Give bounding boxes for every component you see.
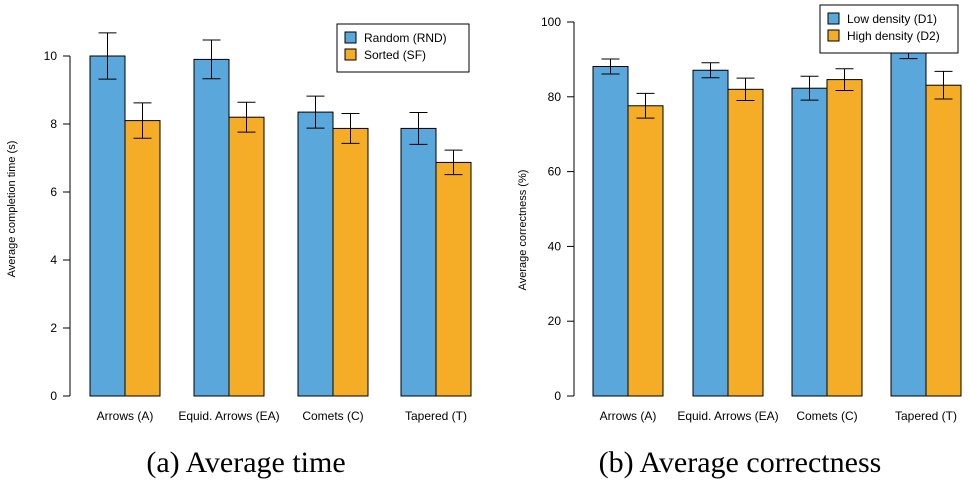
chart2-y-tick-label: 100 [541,15,561,29]
chart1-y-tick-label: 4 [50,253,57,267]
chart2-x-tick-label: Tapered (T) [895,409,957,423]
chart2-x-tick-label: Arrows (A) [600,409,657,423]
chart1-bar [435,161,472,397]
chart2-bar [592,66,629,397]
chart2-legend-label: Low density (D1) [847,12,937,26]
chart2-legend-swatch [827,12,840,25]
chart1-bar [228,116,265,397]
chart1-x-tick-label: Comets (C) [302,409,363,423]
chart1-x-tick-label: Tapered (T) [405,409,467,423]
chart2-bar [890,52,927,397]
chart1-x-tick-label: Equid. Arrows (EA) [178,409,279,423]
chart2-legend-label: High density (D2) [847,29,940,43]
chart1-y-axis-title: Average completion time (s) [6,141,18,278]
chart2-y-tick-label: 60 [548,165,562,179]
chart2-bar [692,69,729,397]
chart2-y-tick-label: 20 [548,314,562,328]
chart1-y-tick-label: 0 [50,389,57,403]
chart2-legend-swatch [827,29,840,42]
chart2-bar [727,88,764,397]
chart1-y-tick-label: 8 [50,117,57,131]
chart1-x-tick-label: Arrows (A) [97,409,154,423]
chart2-bar [925,84,962,397]
chart2-bar [826,79,863,397]
chart2-y-tick-label: 0 [554,389,561,403]
chart1-legend-swatch [344,48,357,61]
chart1-bar [193,58,230,397]
chart1-bar [332,127,369,397]
chart1-bar [400,127,437,397]
chart1-legend-swatch [344,31,357,44]
chart2-bar [627,105,664,397]
chart1-legend-box [336,23,470,73]
chart1-y-tick-label: 2 [50,321,57,335]
chart2-y-axis-title: Average correctness (%) [517,170,529,291]
chart2-caption: (b) Average correctness [599,446,882,479]
chart2-y-tick-label: 80 [548,90,562,104]
chart1-y-tick-label: 10 [44,49,58,63]
chart2-x-tick-label: Equid. Arrows (EA) [677,409,778,423]
chart1-bar [297,111,334,397]
chart1-bar [89,55,126,397]
chart1-caption: (a) Average time [146,446,345,479]
chart2-x-tick-label: Comets (C) [796,409,857,423]
chart1-legend-label: Random (RND) [364,31,447,45]
chart1-y-tick-label: 6 [50,185,57,199]
chart1-legend-label: Sorted (SF) [364,48,426,62]
chart2-bar [791,87,828,397]
chart2-y-tick-label: 40 [548,239,562,253]
chart2-legend-box [819,4,959,54]
chart1-bar [124,120,161,397]
